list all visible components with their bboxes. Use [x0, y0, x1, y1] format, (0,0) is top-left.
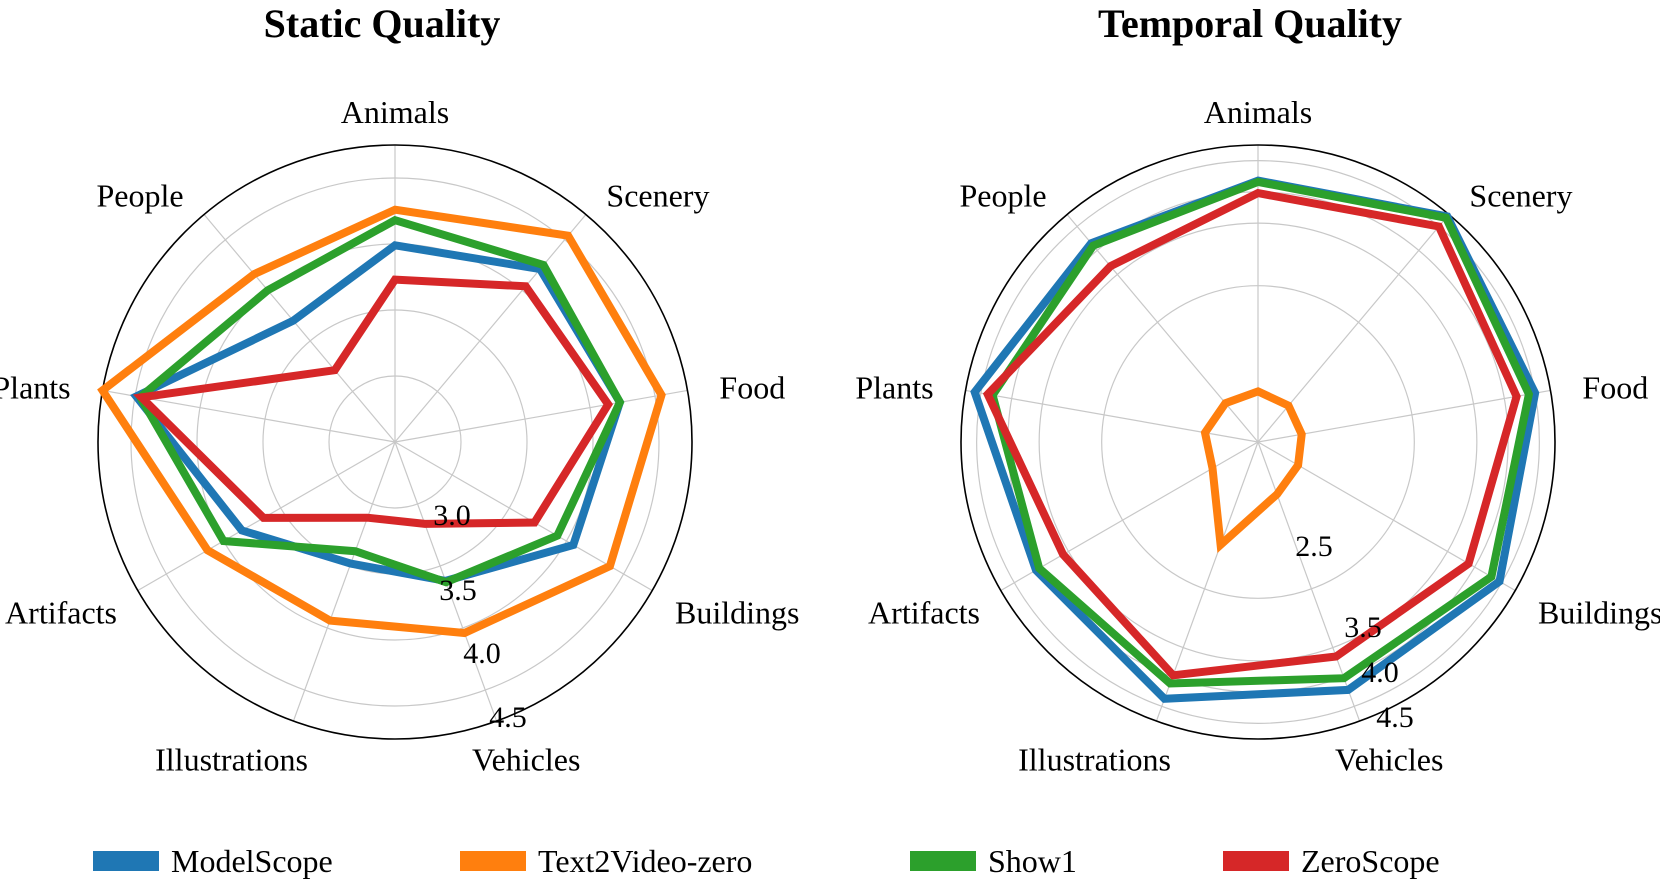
spoke-people	[203, 214, 396, 443]
tick-label-4-5: 4.5	[489, 701, 527, 734]
axis-label-animals: Animals	[1204, 94, 1312, 130]
axis-label-scenery: Scenery	[1469, 178, 1572, 214]
axis-label-people: People	[960, 178, 1047, 214]
legend-label-text2video-zero: Text2Video-zero	[538, 843, 752, 879]
tick-label-4-0: 4.0	[463, 637, 501, 670]
legend-label-modelscope: ModelScope	[171, 843, 333, 879]
tick-label-3-5: 3.5	[439, 574, 477, 607]
spoke-food	[394, 389, 688, 443]
tick-label-4-0: 4.0	[1361, 656, 1399, 689]
outer-frame	[960, 144, 1556, 740]
tick-label-4-5: 4.5	[1376, 701, 1414, 734]
axis-label-buildings: Buildings	[675, 595, 799, 631]
series-zeroscope	[132, 275, 613, 528]
series-zeroscope	[982, 188, 1521, 680]
chart-title-temporal: Temporal Quality	[1098, 1, 1402, 46]
series-text2video-zero	[97, 205, 666, 638]
axis-label-plants: Plants	[855, 370, 933, 406]
static-series	[97, 205, 666, 638]
legend-swatch-show1	[910, 851, 976, 871]
legend: ModelScope Text2Video-zero Show1 ZeroSco…	[93, 843, 1440, 879]
grid-ring-3	[130, 177, 660, 707]
axis-label-illustrations: Illustrations	[1018, 742, 1171, 778]
axis-label-illustrations: Illustrations	[155, 742, 308, 778]
axis-label-vehicles: Vehicles	[472, 742, 580, 778]
static-ticks: 3.0 3.5 4.0 4.5	[433, 499, 527, 734]
temporal-series	[970, 176, 1540, 703]
legend-label-show1: Show1	[988, 843, 1077, 879]
axis-label-food: Food	[719, 370, 785, 406]
axis-label-people: People	[97, 178, 184, 214]
temporal-grid	[960, 144, 1556, 740]
static-quality-chart: Static Quality 3.0 3.5 4.0 4.5 Animals Scene…	[0, 1, 799, 778]
legend-swatch-text2video-zero	[460, 851, 526, 871]
legend-label-zeroscope: ZeroScope	[1301, 843, 1440, 879]
legend-item-show1: Show1	[910, 843, 1077, 879]
legend-swatch-zeroscope	[1223, 851, 1289, 871]
grid-ring-1	[1038, 222, 1478, 662]
chart-title-static: Static Quality	[264, 1, 501, 46]
axis-label-artifacts: Artifacts	[868, 595, 980, 631]
temporal-ticks: 2.5 3.5 4.0 4.5	[1295, 530, 1414, 734]
spoke-illustrations	[292, 441, 396, 722]
grid-ring-0	[328, 375, 462, 509]
axis-label-vehicles: Vehicles	[1335, 742, 1443, 778]
tick-label-2-5: 2.5	[1295, 530, 1333, 563]
series-show1	[988, 177, 1534, 688]
spoke-scenery	[394, 214, 587, 443]
temporal-axis-labels: Animals Scenery Food Buildings Vehicles Illus…	[855, 94, 1660, 778]
spoke-food	[1257, 389, 1551, 443]
temporal-quality-chart: Temporal Quality 2.5 3.5 4.0 4.5 Animals Sce…	[855, 1, 1660, 778]
legend-item-zeroscope: ZeroScope	[1223, 843, 1440, 879]
grid-ring-3	[976, 160, 1540, 724]
axis-label-scenery: Scenery	[606, 178, 709, 214]
tick-label-3-5: 3.5	[1344, 611, 1382, 644]
grid-ring-0	[1101, 285, 1415, 599]
series-show1	[135, 215, 625, 587]
axis-label-buildings: Buildings	[1538, 595, 1660, 631]
tick-label-3-0: 3.0	[433, 499, 471, 532]
axis-label-animals: Animals	[341, 94, 449, 130]
axis-label-food: Food	[1582, 370, 1648, 406]
outer-frame	[97, 144, 693, 740]
static-axis-labels: Animals Scenery Food Buildings Vehicles Illus…	[0, 94, 799, 778]
axis-label-artifacts: Artifacts	[5, 595, 117, 631]
legend-item-text2video-zero: Text2Video-zero	[460, 843, 752, 879]
legend-swatch-modelscope	[93, 851, 159, 871]
legend-item-modelscope: ModelScope	[93, 843, 333, 879]
series-text2video-zero	[1200, 387, 1306, 553]
axis-label-plants: Plants	[0, 370, 71, 406]
